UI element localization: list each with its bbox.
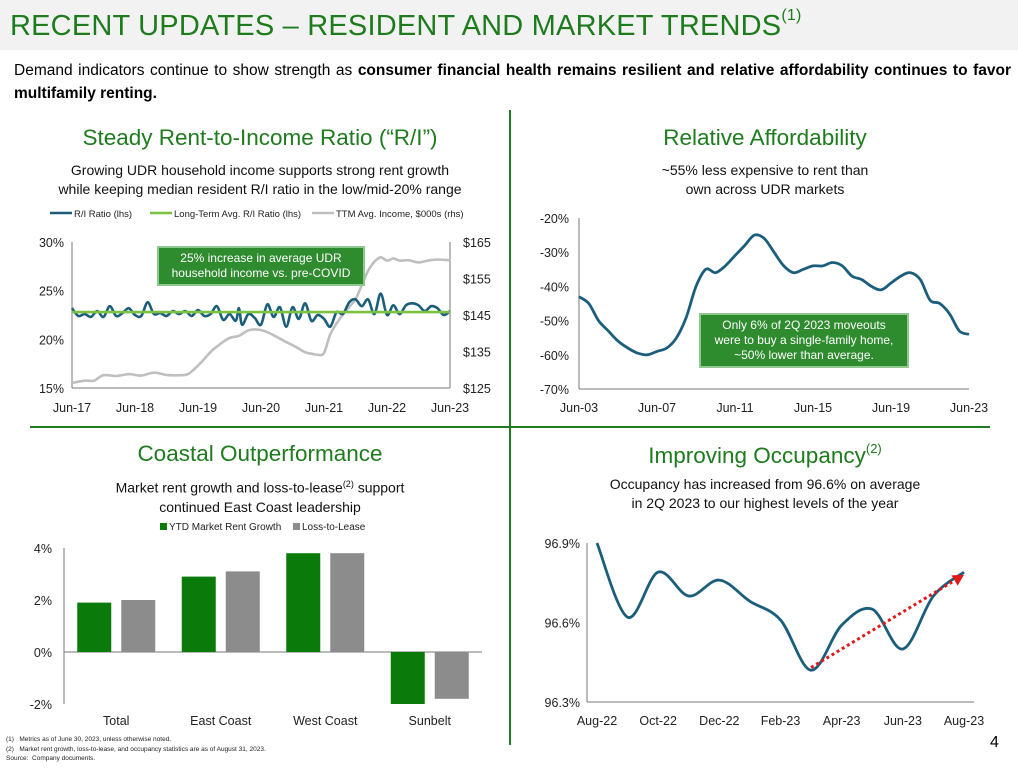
afford-y-tick-label: -50% bbox=[540, 315, 569, 329]
ri-left-tick-label: 15% bbox=[39, 382, 64, 396]
ri-panel-title: Steady Rent-to-Income Ratio (“R/I”) bbox=[82, 125, 438, 150]
coastal-bar bbox=[77, 602, 112, 652]
coastal-bar bbox=[434, 652, 469, 699]
coastal-legend-swatch bbox=[160, 523, 167, 530]
ri-right-tick-label: $165 bbox=[463, 236, 491, 250]
afford-y-tick-label: -30% bbox=[540, 246, 569, 260]
afford-panel-title: Relative Affordability bbox=[663, 125, 867, 150]
coastal-bar bbox=[286, 553, 321, 652]
coastal-x-tick-label: East Coast bbox=[190, 714, 252, 728]
coastal-bar bbox=[390, 652, 425, 704]
coastal-legend-label: YTD Market Rent Growth bbox=[169, 522, 281, 533]
ri-x-tick-label: Jun-23 bbox=[431, 401, 469, 415]
ri-right-tick-label: $135 bbox=[463, 346, 491, 360]
coastal-x-tick-label: West Coast bbox=[293, 714, 358, 728]
page-number: 4 bbox=[990, 734, 999, 751]
occ-x-tick-label: Aug-23 bbox=[944, 714, 984, 728]
coastal-y-tick-label: -2% bbox=[30, 698, 52, 712]
occ-trend-arrow-shaft bbox=[810, 579, 956, 669]
afford-panel-subtitle: ~55% less expensive to rent than own acro… bbox=[661, 162, 869, 197]
ri-right-tick-label: $125 bbox=[463, 382, 491, 396]
occ-y-tick-label: 96.3% bbox=[545, 696, 580, 710]
ri-callout: 25% increase in average UDR household inc… bbox=[157, 246, 365, 286]
afford-y-tick-label: -70% bbox=[540, 383, 569, 397]
occ-trend-arrow-head bbox=[951, 574, 964, 586]
ri-ratio-line bbox=[70, 292, 451, 329]
coastal-bar bbox=[225, 571, 260, 652]
coastal-bar bbox=[330, 553, 365, 652]
ri-legend-label: TTM Avg. Income, $000s (rhs) bbox=[336, 209, 464, 220]
ri-right-tick-label: $145 bbox=[463, 309, 491, 323]
footnotes: (1) Metrics as of June 30, 2023, unless … bbox=[6, 736, 266, 762]
coastal-panel-title: Coastal Outperformance bbox=[137, 441, 383, 466]
occ-x-tick-label: Jun-23 bbox=[884, 714, 922, 728]
coastal-x-tick-label: Sunbelt bbox=[409, 714, 452, 728]
ri-left-tick-label: 25% bbox=[39, 285, 64, 299]
occ-x-tick-label: Feb-23 bbox=[761, 714, 801, 728]
coastal-bar bbox=[181, 576, 216, 652]
page-title: RECENT UPDATES – RESIDENT AND MARKET TRE… bbox=[10, 7, 802, 42]
occ-x-tick-label: Oct-22 bbox=[639, 714, 677, 728]
coastal-y-tick-label: 4% bbox=[34, 542, 52, 556]
afford-x-tick-label: Jun-23 bbox=[950, 401, 988, 415]
occ-x-tick-label: Dec-22 bbox=[699, 714, 739, 728]
title-bar bbox=[0, 0, 1018, 50]
coastal-panel-subtitle: Market rent growth and loss-to-lease(2) … bbox=[115, 479, 405, 515]
horizontal-divider bbox=[30, 426, 990, 428]
coastal-chart: YTD Market Rent Growth Loss-to-Lease 4% 2% 0… bbox=[30, 522, 482, 728]
ri-x-tick-label: Jun-21 bbox=[305, 401, 343, 415]
coastal-legend-label: Loss-to-Lease bbox=[302, 522, 366, 533]
coastal-x-tick-label: Total bbox=[103, 714, 129, 728]
afford-x-tick-label: Jun-15 bbox=[794, 401, 832, 415]
ri-chart: R/I Ratio (lhs) Long-Term Avg. R/I Ratio … bbox=[39, 209, 491, 415]
occ-x-tick-label: Aug-22 bbox=[577, 714, 617, 728]
coastal-legend-swatch bbox=[293, 523, 300, 530]
coastal-bar bbox=[121, 600, 156, 652]
occ-y-tick-label: 96.9% bbox=[545, 537, 580, 551]
afford-callout: Only 6% of 2Q 2023 moveouts were to buy a… bbox=[699, 313, 909, 368]
ri-legend-label: Long-Term Avg. R/I Ratio (lhs) bbox=[174, 209, 301, 220]
afford-x-tick-label: Jun-19 bbox=[872, 401, 910, 415]
afford-chart: -20% -30% -40% -50% -60% -70% Jun-03 Jun-07 Jun-… bbox=[540, 212, 988, 415]
coastal-y-tick-label: 2% bbox=[34, 594, 52, 608]
afford-x-tick-label: Jun-03 bbox=[560, 401, 598, 415]
ri-x-tick-label: Jun-17 bbox=[53, 401, 91, 415]
intro-text: Demand indicators continue to show stren… bbox=[14, 62, 1011, 102]
coastal-y-tick-label: 0% bbox=[34, 646, 52, 660]
occ-x-tick-label: Apr-23 bbox=[823, 714, 861, 728]
ri-left-tick-label: 20% bbox=[39, 333, 64, 347]
occ-y-tick-label: 96.6% bbox=[545, 617, 580, 631]
afford-y-tick-label: -60% bbox=[540, 349, 569, 363]
ri-right-tick-label: $155 bbox=[463, 273, 491, 287]
afford-x-tick-label: Jun-11 bbox=[716, 401, 753, 415]
ri-x-tick-label: Jun-22 bbox=[368, 401, 406, 415]
occ-panel-subtitle: Occupancy has increased from 96.6% on av… bbox=[609, 476, 921, 511]
ri-x-tick-label: Jun-19 bbox=[179, 401, 217, 415]
ri-income-line bbox=[71, 256, 451, 385]
afford-line bbox=[578, 233, 970, 357]
occ-chart: 96.9% 96.6% 96.3% Aug-22 Oct-22 Dec-22 Feb-23 A… bbox=[545, 537, 985, 728]
ri-left-tick-label: 30% bbox=[39, 236, 64, 250]
ri-legend-label: R/I Ratio (lhs) bbox=[74, 209, 132, 220]
occ-line bbox=[595, 542, 965, 672]
ri-x-tick-label: Jun-20 bbox=[242, 401, 280, 415]
ri-panel-subtitle: Growing UDR household income supports st… bbox=[58, 162, 462, 197]
afford-y-tick-label: -40% bbox=[540, 280, 569, 294]
afford-y-tick-label: -20% bbox=[540, 212, 569, 226]
occ-panel-title: Improving Occupancy(2) bbox=[648, 441, 882, 468]
ri-x-tick-label: Jun-18 bbox=[116, 401, 154, 415]
afford-x-tick-label: Jun-07 bbox=[638, 401, 676, 415]
